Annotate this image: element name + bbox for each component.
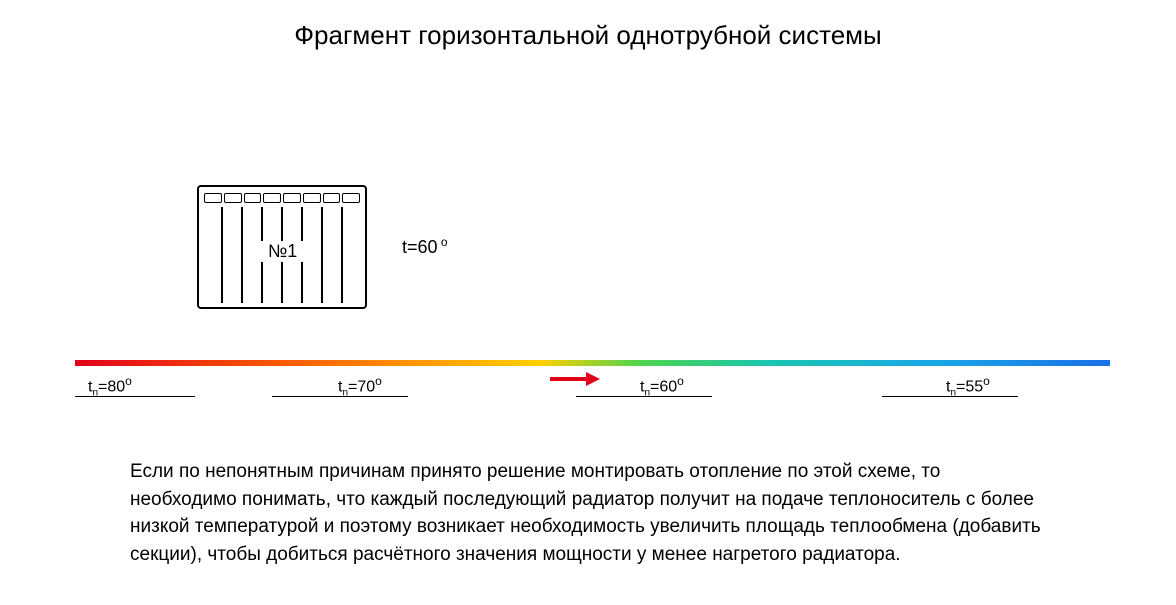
radiator-out-temp-1: t=60 o [402,235,448,258]
pipe-temp-3: tn=55o [946,374,990,399]
main-pipe [75,360,1110,366]
pipe-temp-underline-2 [576,396,712,397]
pipe-temp-0: tn=80o [88,374,132,399]
explanation-text: Если по непонятным причинам принято реше… [130,458,1046,568]
pipe-temp-2: tn=60o [640,374,684,399]
radiator-number-1: №1 [260,241,305,262]
diagram-canvas: Фрагмент горизонтальной однотрубной сист… [0,0,1176,605]
diagram-title: Фрагмент горизонтальной однотрубной сист… [0,20,1176,51]
pipe-temp-underline-3 [882,396,1018,397]
pipe-temp-underline-1 [272,396,408,397]
pipe-temp-1: tn=70o [338,374,382,399]
flow-arrow [550,370,600,393]
pipe-temp-underline-0 [75,396,195,397]
